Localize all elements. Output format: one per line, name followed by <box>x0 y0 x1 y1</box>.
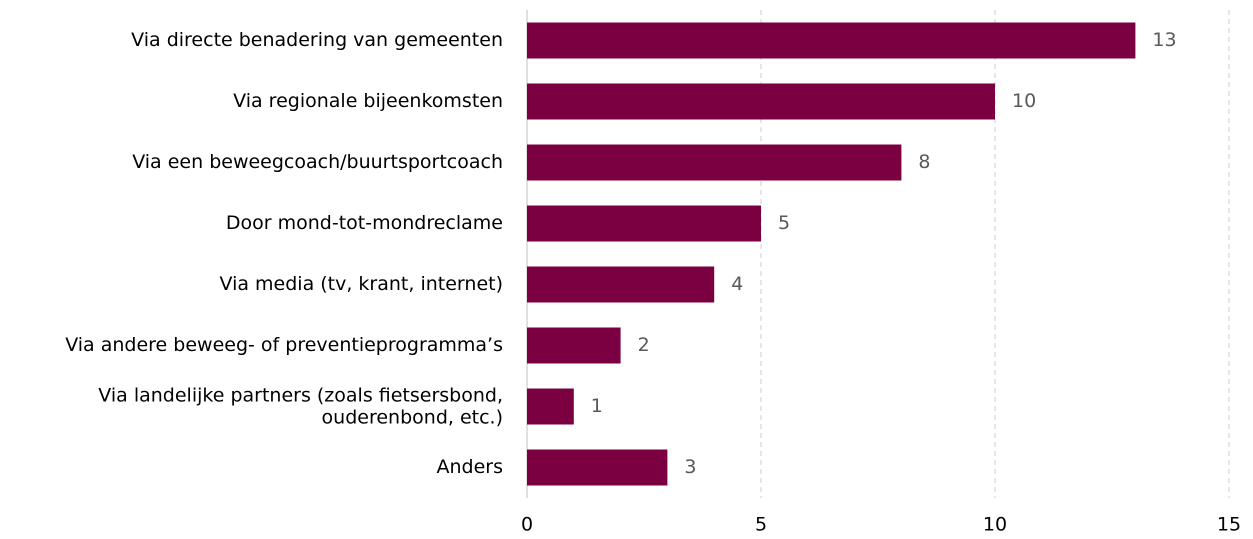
x-tick-label: 5 <box>755 514 767 536</box>
y-tick-label: Door mond-tot-mondreclame <box>226 212 503 234</box>
data-label: 1 <box>591 395 603 417</box>
data-label: 10 <box>1012 90 1036 112</box>
y-tick-label: Via media (tv, krant, internet) <box>219 273 503 295</box>
y-tick-label: Via regionale bijeenkomsten <box>233 90 503 112</box>
bar <box>527 22 1136 59</box>
bar <box>527 205 761 242</box>
y-tick-label: Via directe benadering van gemeenten <box>131 29 503 51</box>
x-tick-label: 15 <box>1217 514 1241 536</box>
data-label: 3 <box>684 456 696 478</box>
data-label: 13 <box>1152 29 1176 51</box>
y-tick-label: Via een beweegcoach/buurtsportcoach <box>132 151 503 173</box>
bar <box>527 266 715 303</box>
bar <box>527 449 668 486</box>
y-tick-label: Via landelijke partners (zoals fietsersb… <box>98 384 503 428</box>
data-label: 2 <box>638 334 650 356</box>
bar <box>527 144 902 181</box>
y-tick-label: Via andere beweeg- of preventieprogramma… <box>65 334 503 356</box>
bar <box>527 388 574 425</box>
bar <box>527 327 621 364</box>
y-tick-label: Anders <box>437 456 504 478</box>
x-tick-label: 10 <box>983 514 1007 536</box>
data-label: 4 <box>731 273 743 295</box>
data-label: 8 <box>918 151 930 173</box>
data-label: 5 <box>778 212 790 234</box>
x-tick-label: 0 <box>521 514 533 536</box>
bar <box>527 83 995 120</box>
